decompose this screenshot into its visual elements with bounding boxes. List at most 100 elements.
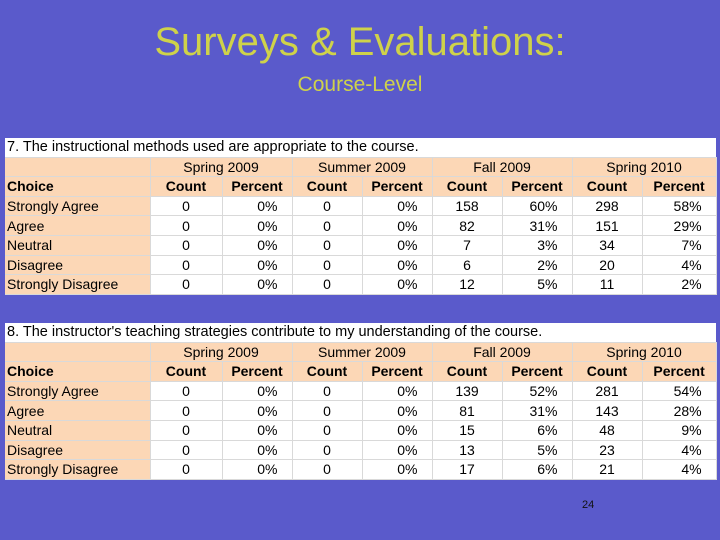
count-cell: 82 xyxy=(432,215,503,236)
percent-cell: 0% xyxy=(362,381,433,402)
count-header: Count xyxy=(292,361,363,382)
choice-label: Disagree xyxy=(5,255,151,276)
percent-cell: 0% xyxy=(362,215,433,236)
table-row: Strongly Disagree 0 0% 0 0% 17 6% 21 4% xyxy=(5,459,717,480)
count-cell: 6 xyxy=(432,255,503,276)
count-cell: 0 xyxy=(150,274,223,295)
count-cell: 48 xyxy=(572,420,643,441)
percent-cell: 4% xyxy=(642,255,717,276)
percent-cell: 0% xyxy=(222,459,293,480)
blank-cell xyxy=(5,157,151,178)
table-row: Disagree 0 0% 0 0% 6 2% 20 4% xyxy=(5,255,717,276)
count-header: Count xyxy=(150,176,223,197)
choice-label: Neutral xyxy=(5,420,151,441)
count-cell: 0 xyxy=(292,215,363,236)
count-cell: 23 xyxy=(572,440,643,461)
percent-cell: 7% xyxy=(642,235,717,256)
count-cell: 0 xyxy=(292,420,363,441)
count-cell: 0 xyxy=(150,215,223,236)
term-header: Summer 2009 xyxy=(292,342,433,363)
count-cell: 139 xyxy=(432,381,503,402)
percent-cell: 54% xyxy=(642,381,717,402)
count-cell: 0 xyxy=(292,274,363,295)
count-header: Count xyxy=(572,361,643,382)
choice-label: Strongly Agree xyxy=(5,381,151,402)
term-header: Fall 2009 xyxy=(432,342,573,363)
slide-title: Surveys & Evaluations: xyxy=(154,20,566,64)
count-cell: 0 xyxy=(150,400,223,421)
count-cell: 34 xyxy=(572,235,643,256)
percent-cell: 0% xyxy=(222,400,293,421)
column-header-row: Choice Count Percent Count Percent Count… xyxy=(5,361,717,382)
count-cell: 7 xyxy=(432,235,503,256)
percent-cell: 0% xyxy=(362,274,433,295)
count-header: Count xyxy=(432,176,503,197)
count-cell: 0 xyxy=(292,381,363,402)
percent-cell: 0% xyxy=(362,235,433,256)
choice-header: Choice xyxy=(5,176,151,197)
percent-cell: 3% xyxy=(502,235,573,256)
choice-label: Agree xyxy=(5,215,151,236)
count-cell: 20 xyxy=(572,255,643,276)
count-cell: 143 xyxy=(572,400,643,421)
question-text: 7. The instructional methods used are ap… xyxy=(5,138,717,158)
percent-header: Percent xyxy=(222,361,293,382)
term-header-row: Spring 2009 Summer 2009 Fall 2009 Spring… xyxy=(5,157,717,178)
slide-subtitle: Course-Level xyxy=(297,73,423,96)
percent-cell: 31% xyxy=(502,400,573,421)
count-cell: 0 xyxy=(150,420,223,441)
term-header: Spring 2009 xyxy=(150,157,293,178)
percent-cell: 0% xyxy=(222,196,293,217)
choice-label: Agree xyxy=(5,400,151,421)
count-cell: 0 xyxy=(150,381,223,402)
count-header: Count xyxy=(432,361,503,382)
page-number: 24 xyxy=(582,499,595,511)
count-cell: 151 xyxy=(572,215,643,236)
count-cell: 17 xyxy=(432,459,503,480)
percent-header: Percent xyxy=(502,176,573,197)
count-cell: 0 xyxy=(292,400,363,421)
term-header: Spring 2010 xyxy=(572,157,717,178)
question-row: 7. The instructional methods used are ap… xyxy=(5,138,717,158)
percent-cell: 0% xyxy=(362,196,433,217)
count-cell: 158 xyxy=(432,196,503,217)
count-cell: 0 xyxy=(150,255,223,276)
count-cell: 0 xyxy=(150,440,223,461)
percent-cell: 0% xyxy=(362,420,433,441)
table-row: Agree 0 0% 0 0% 81 31% 143 28% xyxy=(5,400,717,421)
choice-label: Strongly Agree xyxy=(5,196,151,217)
term-header: Fall 2009 xyxy=(432,157,573,178)
percent-cell: 5% xyxy=(502,440,573,461)
count-cell: 0 xyxy=(292,235,363,256)
question-row: 8. The instructor's teaching strategies … xyxy=(5,323,717,343)
table-row: Strongly Agree 0 0% 0 0% 139 52% 281 54% xyxy=(5,381,717,402)
percent-cell: 4% xyxy=(642,459,717,480)
percent-header: Percent xyxy=(222,176,293,197)
percent-cell: 6% xyxy=(502,459,573,480)
count-cell: 81 xyxy=(432,400,503,421)
choice-label: Strongly Disagree xyxy=(5,459,151,480)
count-cell: 298 xyxy=(572,196,643,217)
percent-cell: 0% xyxy=(362,255,433,276)
table-row: Agree 0 0% 0 0% 82 31% 151 29% xyxy=(5,215,717,236)
table-row: Strongly Agree 0 0% 0 0% 158 60% 298 58% xyxy=(5,196,717,217)
percent-cell: 31% xyxy=(502,215,573,236)
choice-label: Neutral xyxy=(5,235,151,256)
count-cell: 0 xyxy=(150,235,223,256)
percent-cell: 52% xyxy=(502,381,573,402)
survey-table-q7: 7. The instructional methods used are ap… xyxy=(5,138,717,295)
choice-header: Choice xyxy=(5,361,151,382)
blank-cell xyxy=(5,342,151,363)
count-cell: 0 xyxy=(150,459,223,480)
count-header: Count xyxy=(292,176,363,197)
percent-cell: 5% xyxy=(502,274,573,295)
table-row: Disagree 0 0% 0 0% 13 5% 23 4% xyxy=(5,440,717,461)
percent-cell: 0% xyxy=(362,400,433,421)
count-cell: 0 xyxy=(292,196,363,217)
percent-cell: 60% xyxy=(502,196,573,217)
table-row: Neutral 0 0% 0 0% 7 3% 34 7% xyxy=(5,235,717,256)
count-cell: 13 xyxy=(432,440,503,461)
percent-header: Percent xyxy=(642,176,717,197)
count-cell: 12 xyxy=(432,274,503,295)
percent-cell: 2% xyxy=(502,255,573,276)
